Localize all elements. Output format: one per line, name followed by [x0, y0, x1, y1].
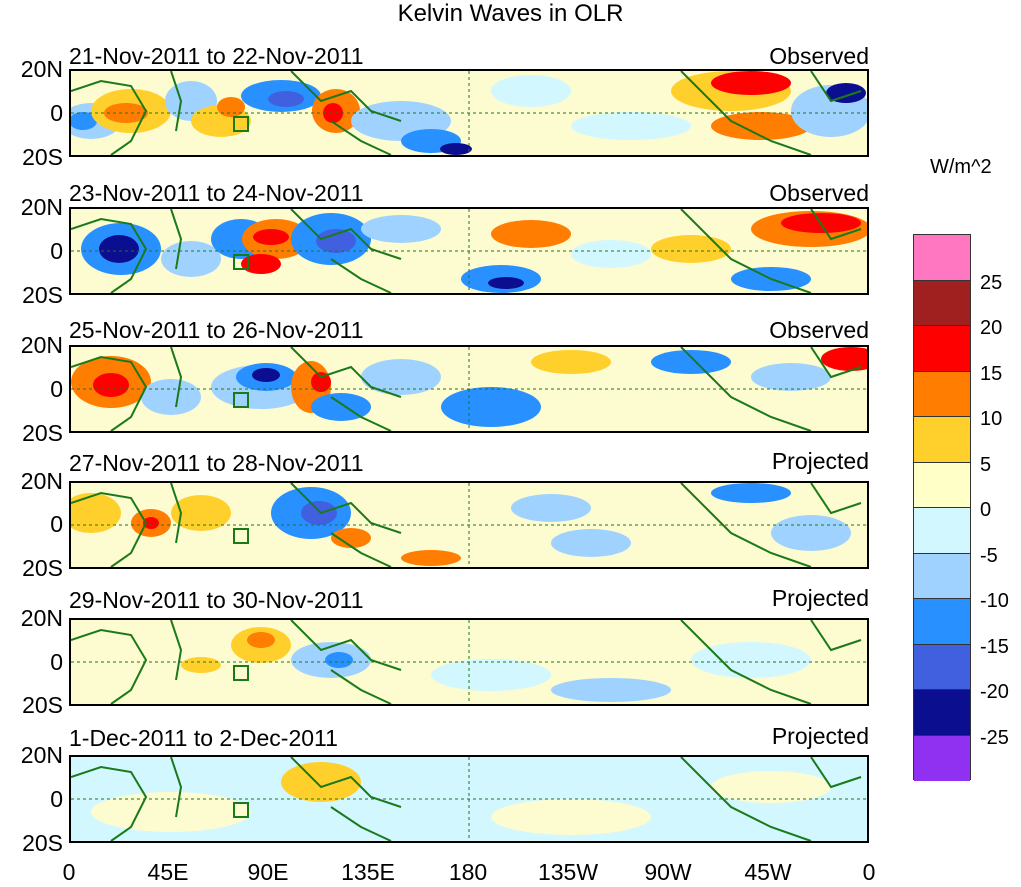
colorbar-label: 20 [980, 317, 1003, 339]
colorbar-swatch [914, 371, 970, 417]
olr-anomaly-map [71, 347, 867, 431]
colorbar-swatch [914, 462, 970, 508]
x-tick-label: 90E [247, 859, 289, 885]
y-tick-label: 20S [22, 144, 63, 170]
x-tick-label: 45E [147, 859, 189, 885]
y-tick-label: 0 [50, 376, 63, 402]
colorbar-swatch [914, 280, 970, 326]
colorbar-label: 5 [980, 454, 992, 476]
colorbar [913, 234, 971, 781]
y-tick-label: 0 [50, 238, 63, 264]
map-title: Kelvin Waves in OLR [397, 0, 624, 27]
colorbar-label: 0 [980, 499, 992, 521]
panel-status: Projected [771, 723, 869, 749]
panel-date: 21-Nov-2011 to 22-Nov-2011 [69, 43, 364, 69]
panel-status: Observed [769, 43, 869, 69]
panel-date: 29-Nov-2011 to 30-Nov-2011 [69, 587, 364, 613]
y-tick-label: 20S [22, 282, 63, 308]
colorbar-swatch [914, 417, 970, 463]
colorbar-swatch [914, 235, 970, 281]
colorbar-label: -25 [980, 727, 1009, 749]
olr-anomaly-map [71, 620, 867, 704]
colorbar-swatch [914, 690, 970, 736]
y-tick-label: 20N [20, 332, 63, 358]
colorbar-label: -20 [980, 681, 1009, 703]
map-panel [69, 69, 869, 157]
panel-date: 27-Nov-2011 to 28-Nov-2011 [69, 450, 364, 476]
colorbar-label: -5 [980, 545, 998, 567]
olr-anomaly-map [71, 209, 867, 293]
panel-date: 25-Nov-2011 to 26-Nov-2011 [69, 317, 364, 343]
y-tick-label: 20S [22, 420, 63, 446]
colorbar-label: -10 [980, 590, 1009, 612]
x-tick-label: 0 [862, 859, 876, 885]
y-tick-label: 0 [50, 100, 63, 126]
colorbar-swatch [914, 599, 970, 645]
panel-date: 23-Nov-2011 to 24-Nov-2011 [69, 180, 364, 206]
colorbar-swatch [914, 644, 970, 690]
colorbar-swatch [914, 735, 970, 781]
colorbar-label: -15 [980, 636, 1009, 658]
y-tick-label: 20S [22, 830, 63, 856]
x-tick-label: 135W [537, 859, 599, 885]
colorbar-swatch [914, 326, 970, 372]
olr-anomaly-map [71, 483, 867, 567]
map-panel [69, 345, 869, 433]
panel-status: Observed [769, 317, 869, 343]
y-tick-label: 0 [50, 511, 63, 537]
panel-status: Projected [771, 448, 869, 474]
x-tick-label: 135E [341, 859, 395, 885]
x-tick-label: 90W [644, 859, 692, 885]
y-tick-label: 0 [50, 649, 63, 675]
panel-status: Projected [771, 585, 869, 611]
x-tick-label: 45W [744, 859, 792, 885]
x-tick-label: 0 [62, 859, 76, 885]
y-tick-label: 20N [20, 194, 63, 220]
y-tick-label: 20N [20, 605, 63, 631]
colorbar-label: 15 [980, 363, 1003, 385]
map-panel [69, 481, 869, 569]
y-tick-label: 20S [22, 692, 63, 718]
map-panel [69, 618, 869, 706]
map-panel [69, 207, 869, 295]
y-tick-label: 20N [20, 742, 63, 768]
y-tick-label: 0 [50, 786, 63, 812]
y-tick-label: 20S [22, 555, 63, 581]
panel-date: 1-Dec-2011 to 2-Dec-2011 [69, 725, 338, 751]
x-tick-label: 180 [448, 859, 488, 885]
panel-status: Observed [769, 180, 869, 206]
colorbar-swatch [914, 508, 970, 554]
map-panel [69, 755, 869, 843]
olr-anomaly-map [71, 71, 867, 155]
colorbar-label: 25 [980, 272, 1003, 294]
y-tick-label: 20N [20, 56, 63, 82]
y-tick-label: 20N [20, 468, 63, 494]
colorbar-units: W/m^2 [930, 156, 992, 178]
colorbar-swatch [914, 553, 970, 599]
colorbar-label: 10 [980, 408, 1003, 430]
olr-anomaly-map [71, 757, 867, 841]
